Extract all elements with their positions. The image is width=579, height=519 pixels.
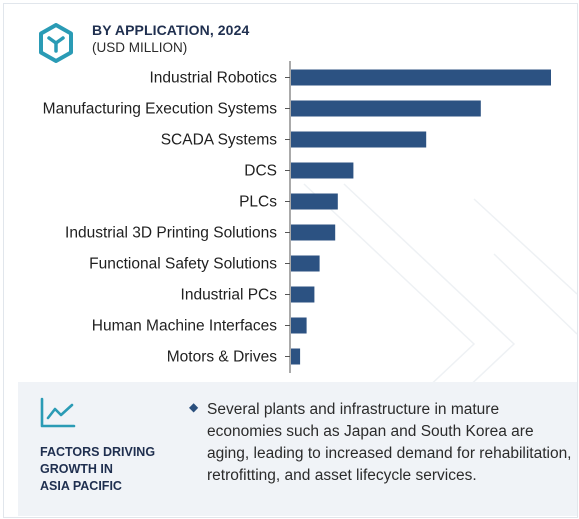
category-label: Motors & Drives: [167, 349, 277, 366]
bar: [291, 100, 481, 117]
chart-subtitle: (USD MILLION): [92, 40, 188, 55]
trend-line-icon: [40, 397, 76, 428]
bar: [291, 131, 427, 148]
bar-chart: Industrial Robotics Manufacturing Executi…: [43, 61, 551, 373]
bar: [291, 193, 338, 210]
category-label: Functional Safety Solutions: [89, 256, 277, 273]
chart-title: BY APPLICATION, 2024: [92, 22, 250, 38]
chart-card: BY APPLICATION, 2024 (USD MILLION) Indus…: [3, 3, 578, 518]
factors-text: Several plants and infrastructure in mat…: [207, 401, 572, 484]
factors-title: FACTORS DRIVING GROWTH IN ASIA PACIFIC: [40, 445, 156, 493]
cube-icon: [39, 23, 73, 63]
category-label: DCS: [244, 163, 277, 180]
category-label: Industrial PCs: [181, 287, 278, 304]
category-label: PLCs: [239, 194, 277, 211]
bar: [291, 286, 315, 303]
factors-panel: FACTORS DRIVING GROWTH IN ASIA PACIFIC ◆…: [18, 382, 577, 516]
category-label: Manufacturing Execution Systems: [43, 101, 278, 118]
category-label: Human Machine Interfaces: [92, 318, 277, 335]
bar: [291, 69, 551, 86]
bar: [291, 317, 307, 334]
category-label: Industrial 3D Printing Solutions: [65, 225, 277, 242]
diamond-bullet-icon: ◆: [189, 400, 199, 414]
bar: [291, 348, 301, 365]
category-label: SCADA Systems: [161, 132, 278, 149]
bar: [291, 162, 354, 179]
category-label: Industrial Robotics: [149, 70, 277, 87]
bar: [291, 224, 336, 241]
bar: [291, 255, 320, 272]
